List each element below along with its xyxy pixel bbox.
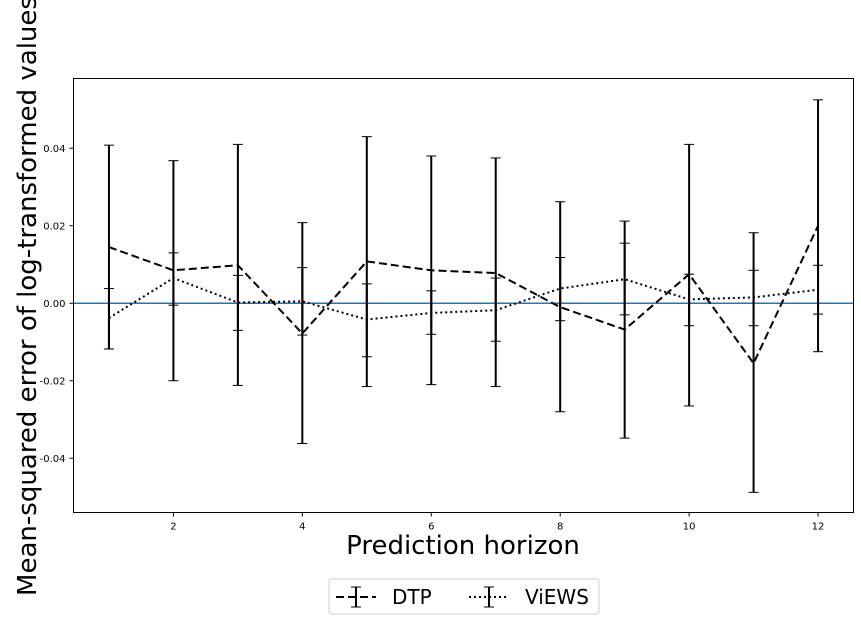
dtp-series-line [108, 225, 819, 365]
views-series-line [108, 277, 819, 321]
legend-entry-dtp: DTP [336, 585, 432, 609]
y-axis: -0.04 -0.02 0.00 0.02 0.04 [40, 144, 74, 465]
legend-label-views: ViEWS [525, 585, 589, 609]
x-tick-label: 12 [812, 522, 825, 533]
x-axis-title: Prediction horizon [346, 531, 580, 561]
y-tick-label: 0.04 [43, 144, 65, 155]
legend-entry-views: ViEWS [469, 585, 589, 609]
chart-marks [73, 99, 854, 493]
legend: DTP ViEWS [328, 578, 600, 615]
legend-label-dtp: DTP [392, 585, 432, 609]
series-views [103, 242, 824, 358]
plot-frame [73, 78, 854, 513]
y-tick-label: -0.02 [40, 376, 66, 387]
y-tick-label: -0.04 [40, 454, 66, 465]
x-tick-label: 2 [170, 522, 176, 533]
x-tick-label: 6 [428, 522, 434, 533]
x-axis: 2 4 6 8 10 12 [170, 512, 825, 533]
x-tick-label: 10 [683, 522, 696, 533]
series-dtp [103, 99, 824, 493]
legend-frame [328, 578, 600, 615]
x-tick-label: 8 [557, 522, 563, 533]
y-tick-label: 0.02 [43, 221, 65, 232]
y-tick-label: 0.00 [43, 299, 65, 310]
y-axis-title: Mean-squared error of log-transformed va… [13, 0, 43, 596]
x-tick-label: 4 [299, 522, 305, 533]
